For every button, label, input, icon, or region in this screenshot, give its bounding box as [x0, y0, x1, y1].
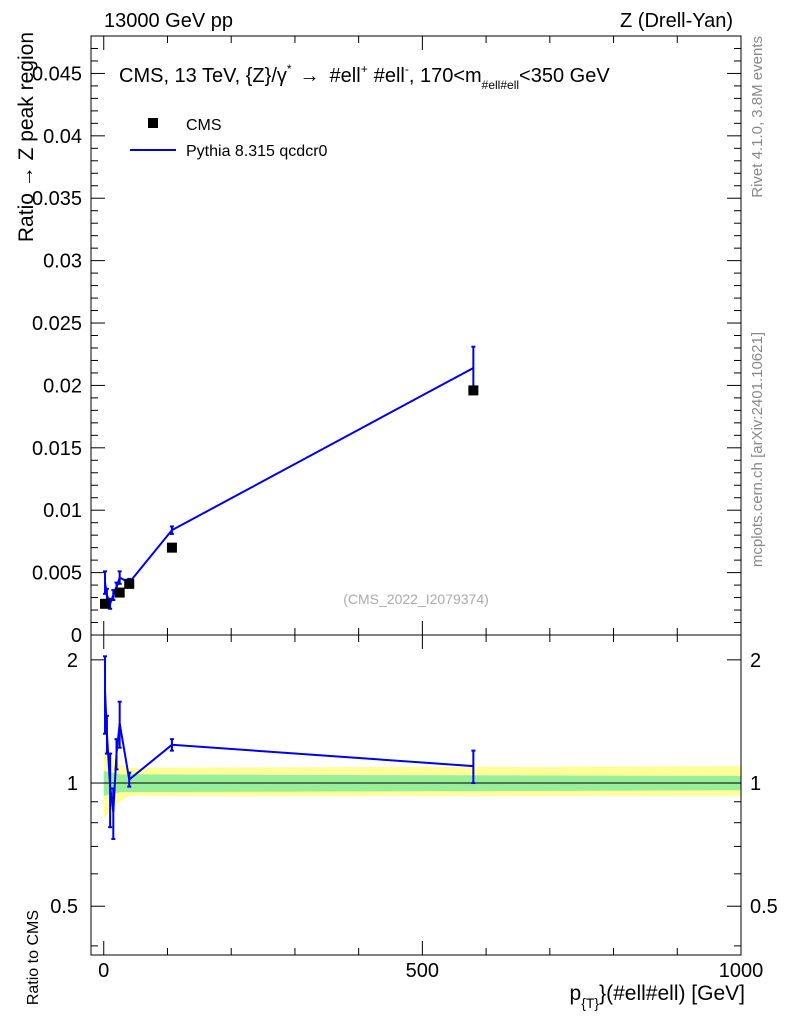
y-tick-label: 0.015: [32, 438, 82, 460]
legend: CMS Pythia 8.315 qcdcr0: [130, 117, 328, 160]
y-axis-label: Ratio → Z peak region: [15, 32, 38, 242]
y-tick-label: 0.01: [43, 500, 82, 522]
ratio-y-label: Ratio to CMS: [25, 910, 42, 1005]
y-tick-label: 0.03: [43, 251, 82, 273]
data-point: [166, 542, 177, 553]
ratio-tick-label-left: 0.5: [50, 896, 78, 918]
mc-series-ratio: [103, 655, 476, 840]
y-tick-label: 0.025: [32, 313, 82, 335]
legend-data-label: CMS: [186, 117, 222, 134]
data-point: [124, 578, 135, 589]
x-tick-label: 1000: [719, 960, 764, 982]
ratio-frame: [90, 634, 742, 956]
ratio-tick-label-right: 0.5: [750, 896, 778, 918]
y-tick-label: 0.02: [43, 375, 82, 397]
x-tick-labels: 0 500 1000: [98, 960, 763, 982]
mcplots-label: mcplots.cern.ch [arXiv:2401.10621]: [749, 332, 766, 567]
legend-data-marker: [148, 118, 158, 128]
ratio-panel: 0.5 0.5 1 1 2 2 0 500 1000 Ratio to CMS p{T}}(#…: [25, 634, 778, 1011]
x-tick-label: 500: [406, 960, 439, 982]
ratio-tick-label-left: 2: [67, 650, 78, 672]
data-point: [468, 385, 479, 396]
main-panel: 0 0.005 0.01 0.015 0.02 0.025 0.03 0.035 0.04 0.0…: [15, 32, 742, 647]
y-tick-label: 0: [71, 625, 82, 647]
ratio-tick-label-right: 2: [750, 650, 761, 672]
data-series-main: [100, 385, 479, 609]
rivet-label: Rivet 4.1.0, 3.8M events: [749, 36, 766, 198]
header-right: Z (Drell-Yan): [620, 10, 733, 32]
mc-line: [104, 367, 474, 607]
y-tick-label: 0.035: [32, 188, 82, 210]
watermark: (CMS_2022_I2079374): [343, 591, 489, 607]
ratio-tick-label-left: 1: [67, 773, 78, 795]
x-axis-label: p{T}}(#ell#ell) [GeV]: [570, 982, 746, 1011]
header-left: 13000 GeV pp: [104, 10, 233, 32]
ratio-y-tick-labels: 0.5 0.5 1 1 2 2: [50, 650, 778, 918]
chart-title: CMS, 13 TeV, {Z}/γ* → #ell+ #ell-, 170<m#el…: [119, 62, 610, 92]
mc-series-main: [103, 345, 476, 610]
ratio-tick-label-right: 1: [750, 773, 761, 795]
data-point: [100, 598, 111, 609]
x-tick-label: 0: [98, 960, 109, 982]
legend-mc-label: Pythia 8.315 qcdcr0: [186, 143, 328, 160]
y-tick-label: 0.045: [32, 63, 82, 85]
data-point: [114, 587, 125, 598]
y-tick-label: 0.04: [43, 126, 82, 148]
y-tick-label: 0.005: [32, 563, 82, 585]
main-y-tick-labels: 0 0.005 0.01 0.015 0.02 0.025 0.03 0.035 0.04 0.0…: [32, 63, 82, 647]
